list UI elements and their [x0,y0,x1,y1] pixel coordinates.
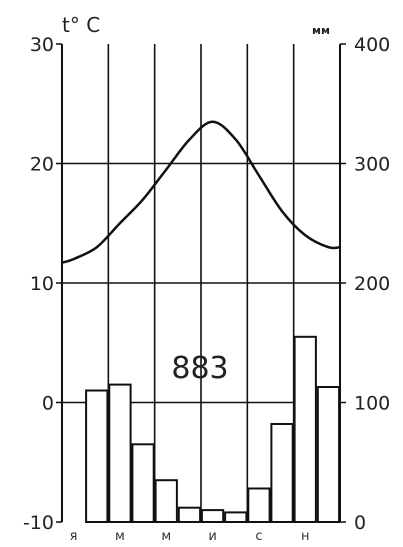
precipitation-bar [316,386,341,523]
precipitation-bar [200,509,225,524]
left-tick-label: -10 [23,512,54,534]
precipitation-bar [293,335,317,523]
right-axis-title: мм [312,24,330,37]
month-label: я [70,529,78,544]
left-tick-label: 30 [30,34,54,56]
precipitation-bar [247,487,271,523]
right-tick-label: 200 [354,273,390,295]
left-tick-label: 20 [30,154,54,176]
precipitation-bar [224,511,248,524]
left-tick-label: 10 [30,273,54,295]
precipitation-bar [85,389,109,523]
right-tick-label: 100 [354,393,390,415]
precipitation-bar [154,479,178,524]
temperature-line [61,120,341,264]
month-label: м [161,529,171,544]
month-label: н [301,529,310,544]
precipitation-bar [270,423,294,523]
precipitation-bar [131,443,155,523]
right-tick-label: 0 [354,512,366,534]
month-label: и [208,529,216,544]
left-tick-label: 0 [42,393,54,415]
annual-precipitation-total: 883 [171,351,228,386]
left-axis-ticks: 30 20 10 0 -10 [23,34,54,534]
precipitation-bar [177,506,202,524]
right-tick-label: 400 [354,34,390,56]
right-axis-ticks: 400 300 200 100 0 [354,34,390,534]
right-tick-label: 300 [354,154,390,176]
month-label: с [255,529,262,544]
left-axis-title: t° C [62,13,100,37]
precipitation-bar [108,383,132,523]
precipitation-bars [85,335,341,524]
grid [56,43,346,523]
month-label: м [115,529,125,544]
